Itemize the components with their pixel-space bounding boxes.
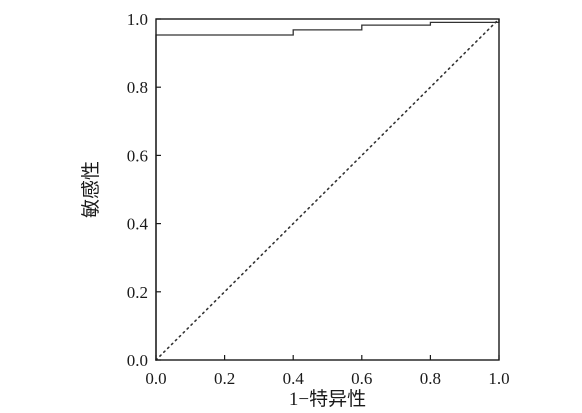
y-tick-label: 1.0 bbox=[127, 10, 148, 29]
y-tick-label: 0.0 bbox=[127, 351, 148, 370]
y-tick-label: 0.6 bbox=[127, 146, 148, 165]
roc-curve-line bbox=[155, 19, 500, 360]
x-tick-label: 0.6 bbox=[351, 369, 372, 388]
y-axis-title: 敏感性 bbox=[80, 161, 102, 218]
x-tick-label: 1.0 bbox=[488, 369, 509, 388]
x-tick-label: 0.2 bbox=[214, 369, 235, 388]
reference-diagonal-line bbox=[155, 18, 500, 361]
plot-area bbox=[155, 18, 500, 361]
y-tick-label: 0.2 bbox=[127, 283, 148, 302]
x-tick-label: 0.0 bbox=[145, 369, 166, 388]
x-axis-title: 1−特异性 bbox=[289, 388, 366, 410]
y-tick-label: 0.8 bbox=[127, 78, 148, 97]
plot-frame bbox=[155, 18, 500, 361]
y-tick-label: 0.4 bbox=[127, 215, 149, 234]
x-tick-label: 0.4 bbox=[283, 369, 305, 388]
tick-labels: 0.0 0.2 0.4 0.6 0.8 1.0 0.0 0.2 0.4 0.6 0.8 1.0 bbox=[127, 10, 510, 388]
x-tick-label: 0.8 bbox=[420, 369, 441, 388]
